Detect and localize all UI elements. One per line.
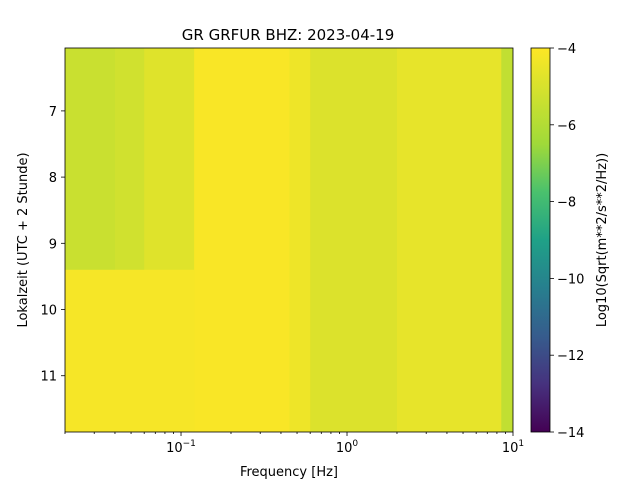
x-tick-label: 101 xyxy=(502,439,524,456)
y-axis: 7 8 9 10 11 xyxy=(40,105,65,385)
x-axis-label: Frequency [Hz] xyxy=(240,465,338,480)
heatmap-region-8 xyxy=(501,48,513,432)
y-tick-label: 9 xyxy=(49,237,57,252)
heatmap-region-1 xyxy=(114,48,145,271)
heatmap-region-6 xyxy=(310,48,398,432)
y-tick-label: 11 xyxy=(40,370,57,385)
heatmap-region-2 xyxy=(144,48,195,271)
plot-frame xyxy=(64,47,514,433)
y-tick-label: 8 xyxy=(49,171,57,186)
colorbar-label: Log10(Sqrt(m**2/s**2/Hz)) xyxy=(595,153,610,327)
colorbar-tick-label: −12 xyxy=(557,349,584,364)
y-tick-label: 10 xyxy=(40,304,57,319)
y-tick-label: 7 xyxy=(49,105,57,120)
colorbar-axis: −4 −6 −8 −10 −12 −14 xyxy=(550,42,584,441)
colorbar-tick-label: −10 xyxy=(557,272,584,287)
x-tick-label: 100 xyxy=(336,439,359,456)
heatmap-region-4 xyxy=(65,269,195,432)
chart-title: GR GRFUR BHZ: 2023-04-19 xyxy=(182,26,395,44)
colorbar-tick-label: −14 xyxy=(557,426,584,441)
colorbar-tick-label: −6 xyxy=(557,119,576,134)
heatmap-region-0 xyxy=(65,48,116,271)
heatmap-region-7 xyxy=(396,48,502,432)
heatmap-region-5 xyxy=(289,48,311,432)
colorbar-tick-label: −4 xyxy=(557,42,576,57)
x-tick-label: 10−1 xyxy=(166,439,196,456)
colorbar xyxy=(530,47,551,433)
heatmap-region-3 xyxy=(194,48,290,432)
colorbar-tick-label: −8 xyxy=(557,196,576,211)
x-axis: 10−1 100 101 xyxy=(64,432,524,456)
heatmap-cells xyxy=(65,48,513,432)
y-axis-label: Lokalzeit (UTC + 2 Stunde) xyxy=(16,152,31,327)
